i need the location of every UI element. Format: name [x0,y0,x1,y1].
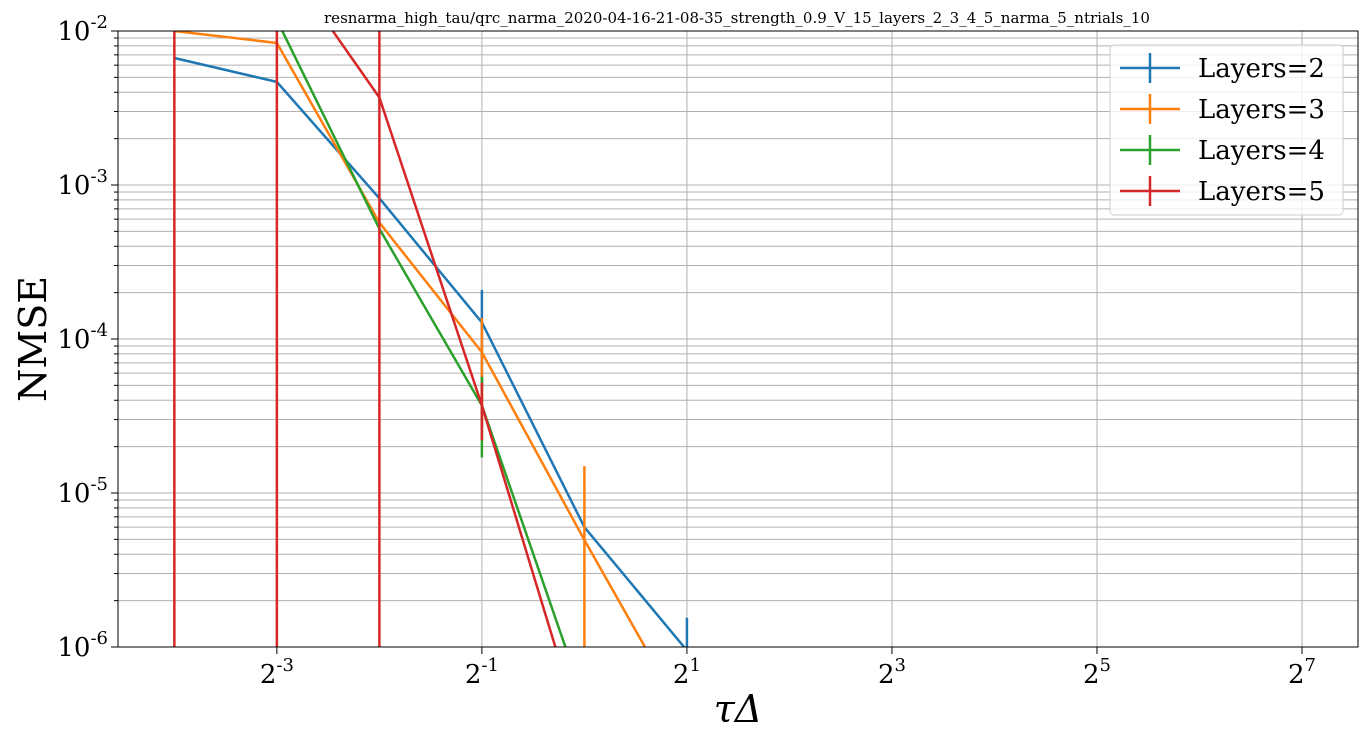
tick-label: 10-5 [57,474,108,509]
legend-box [1109,44,1344,216]
tick-label: 2-1 [465,655,499,690]
legend-label: Layers=5 [1198,177,1325,207]
tick-base: 2 [878,660,895,690]
x-axis-label: τΔ [714,687,762,731]
axes: 10-610-510-410-310-22-3 2-1 21 23 25 27 [57,12,1316,690]
tick-label: 27 [1288,655,1316,690]
tick-base: 2 [260,660,277,690]
tick-exponent: 1 [689,655,700,676]
chart-title: resnarma_high_tau/qrc_narma_2020-04-16-2… [324,9,1150,27]
tick-base: 10 [57,17,90,47]
tick-label: 2-3 [260,655,294,690]
tick-base: 2 [465,660,482,690]
tick-label: 10-3 [57,166,108,201]
tick-label: 10-4 [57,320,108,355]
tick-exponent: 7 [1305,655,1316,676]
series-line [174,56,686,647]
tick-base: 10 [57,479,90,509]
legend: Layers=2 Layers=3 Layers=4 Layers=5 [1109,44,1344,216]
tick-exponent: -1 [481,655,499,676]
legend-label: Layers=4 [1198,136,1325,166]
legend-label: Layers=3 [1198,95,1325,125]
y-axis-label: NMSE [11,276,55,402]
tick-exponent: -3 [276,655,294,676]
tick-exponent: -2 [90,12,108,33]
legend-label: Layers=2 [1198,54,1325,84]
tick-base: 2 [673,660,690,690]
tick-base: 10 [57,171,90,201]
tick-exponent: 5 [1100,655,1111,676]
tick-base: 2 [1288,660,1305,690]
tick-label: 10-2 [57,12,108,47]
tick-exponent: -5 [90,474,108,495]
tick-base: 2 [1083,660,1100,690]
tick-exponent: -6 [90,628,108,649]
tick-label: 23 [878,655,906,690]
tick-exponent: -4 [90,320,108,341]
tick-base: 10 [57,633,90,663]
tick-exponent: 3 [894,655,905,676]
tick-exponent: -3 [90,166,108,187]
tick-label: 10-6 [57,628,108,663]
tick-label: 21 [673,655,701,690]
series-line [174,31,647,647]
plot-area [173,31,689,647]
tick-base: 10 [57,325,90,355]
tick-label: 25 [1083,655,1111,690]
